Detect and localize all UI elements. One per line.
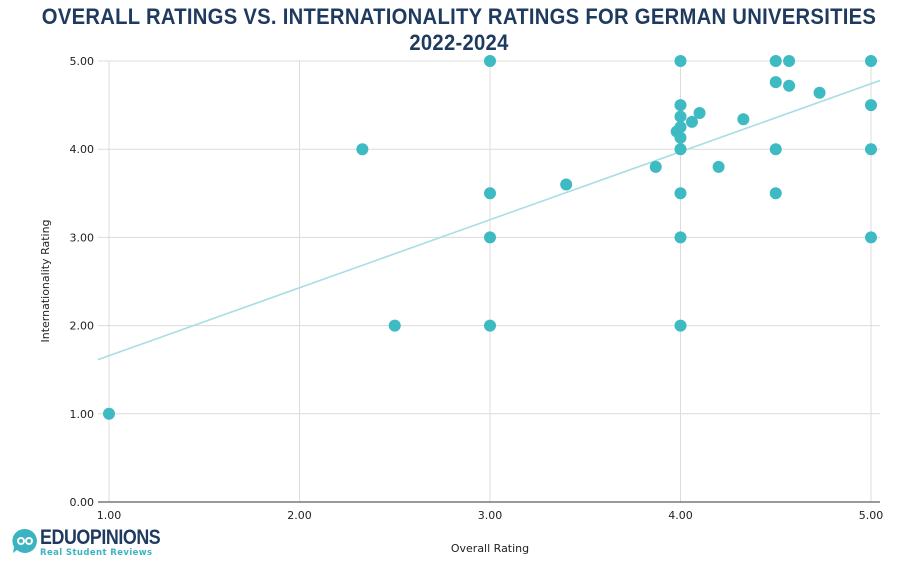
logo-tagline: Real Student Reviews [40,548,153,558]
chart-title: OVERALL RATINGS VS. INTERNATIONALITY RAT… [37,4,882,56]
x-tick-label: 2.00 [287,509,312,522]
y-tick-label: 5.00 [70,55,95,68]
y-axis-label: Internationality Rating [39,219,52,342]
x-tick-label: 5.00 [859,509,884,522]
data-point [813,86,826,99]
x-tick-label: 4.00 [668,509,693,522]
data-point [388,319,401,332]
data-point [674,187,687,200]
y-tick-label: 3.00 [70,231,95,244]
data-point [560,178,573,191]
data-point [356,143,369,156]
data-point [769,76,782,89]
logo-text: EDUOPINIONS [40,526,161,549]
data-point [865,99,877,112]
data-point [737,113,750,126]
data-point [484,187,496,200]
chart-title-line-1: OVERALL RATINGS VS. INTERNATIONALITY RAT… [41,4,877,29]
y-tick-label: 2.00 [70,320,95,333]
data-point [674,99,687,112]
y-tick-label: 0.00 [70,496,95,509]
chart-title-line-2: 2022-2024 [409,30,509,55]
data-point [712,160,725,173]
x-axis-label: Overall Rating [451,542,529,555]
trendline [97,79,881,361]
data-point [783,79,796,92]
data-point [649,160,662,173]
data-point [685,115,698,128]
data-point [674,131,687,144]
data-point [674,110,687,123]
data-point [783,55,796,67]
data-point [865,55,877,67]
data-point [674,55,687,67]
y-tick-label: 1.00 [70,408,95,421]
data-point [693,107,706,120]
data-point [103,407,115,420]
x-tick-label: 1.00 [97,509,122,522]
data-point [769,143,782,156]
data-point [769,55,782,67]
speech-bubble-logo-icon [12,528,37,553]
y-tick-label: 4.00 [70,143,95,156]
data-point [484,319,496,332]
data-point [865,143,877,156]
data-point [674,319,687,332]
logo-name: EDUOPINIONS [40,526,161,550]
data-point [769,187,782,200]
data-point [484,231,496,244]
data-point [674,143,687,156]
data-point [674,231,687,244]
x-tick-label: 3.00 [478,509,503,522]
data-point [865,231,877,244]
data-point [484,55,496,67]
